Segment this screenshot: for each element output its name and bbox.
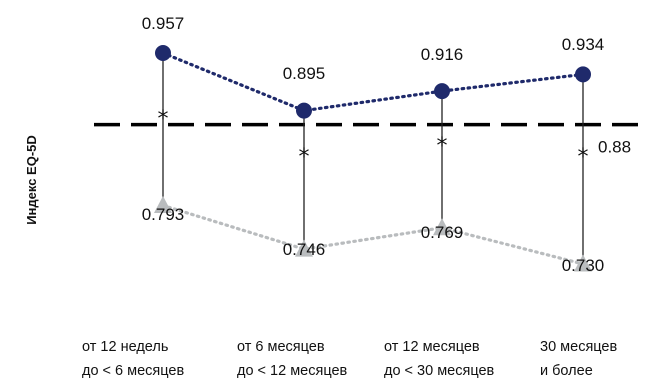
data-label-bottom: 0.793 — [142, 205, 185, 224]
data-point-circle — [575, 66, 591, 83]
data-label-top: 0.957 — [142, 14, 185, 33]
data-label-bottom: 0.746 — [283, 240, 326, 259]
data-labels: 0.957 0.895 0.916 0.934 0.793 0.746 0.769 0.730 — [142, 14, 605, 275]
significance-star: * — [158, 107, 169, 132]
x-category-label: от 6 месяцев — [237, 339, 325, 355]
x-category-label: до < 12 месяцев — [237, 363, 348, 379]
data-point-circle — [434, 83, 450, 100]
data-point-triangle — [574, 254, 592, 272]
data-label-bottom: 0.730 — [562, 256, 605, 275]
data-label-top: 0.916 — [421, 45, 464, 64]
data-markers — [154, 45, 592, 272]
series-line-triangles — [161, 203, 585, 266]
data-point-triangle — [295, 239, 313, 257]
data-point-triangle — [154, 195, 172, 213]
reference-line-group: 0.88 — [94, 122, 640, 157]
reference-line-label: 0.88 — [598, 138, 631, 157]
data-point-triangle — [433, 218, 451, 236]
x-category-label: от 12 месяцев — [384, 339, 480, 355]
data-point-circle — [296, 102, 312, 119]
significance-connectors: * * * * — [158, 53, 589, 264]
significance-star: * — [437, 134, 448, 159]
significance-star: * — [299, 145, 310, 170]
x-category-label: от 12 недель — [82, 339, 169, 355]
series-line-circles — [161, 51, 585, 113]
significance-star: * — [578, 145, 589, 170]
data-point-circle — [155, 45, 171, 61]
x-category-label: до < 30 месяцев — [384, 363, 495, 379]
y-axis-label: Индекс EQ-5D — [24, 135, 39, 225]
x-category-label: и более — [540, 363, 593, 379]
data-label-top: 0.895 — [283, 64, 326, 83]
x-category-label: до < 6 месяцев — [82, 363, 185, 379]
data-label-bottom: 0.769 — [421, 223, 464, 242]
x-category-label: 30 месяцев — [540, 339, 618, 355]
series-lines — [161, 51, 585, 266]
data-label-top: 0.934 — [562, 35, 605, 54]
